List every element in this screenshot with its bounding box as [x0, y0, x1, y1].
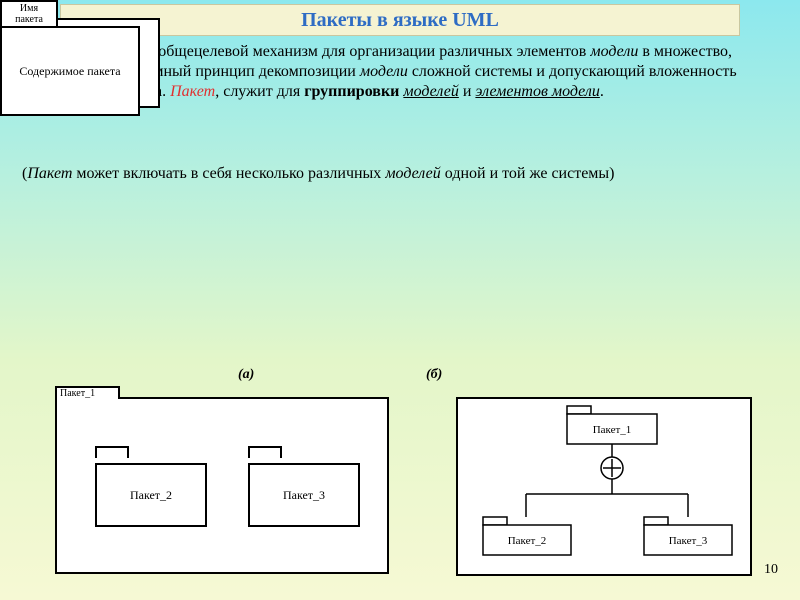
pkg-tab-label: Имяпакета	[15, 3, 43, 25]
tree-p2-label: Пакет_2	[508, 535, 547, 547]
txt: .	[600, 83, 604, 100]
tree-svg: Пакет_1 Пакет_2 Пакет_3	[456, 397, 748, 572]
txt: сложной системы и допускающий вложенност…	[408, 63, 737, 80]
caption-a: (а)	[238, 367, 254, 383]
elements-word: элементов модели	[475, 83, 599, 100]
nested-pkg-3: Пакет_3	[248, 445, 360, 527]
models-word: моделей	[403, 83, 458, 100]
page-number: 10	[764, 562, 778, 578]
pkg-tab-b: Имяпакета	[0, 0, 58, 28]
txt: , служит для	[215, 83, 304, 100]
nested-pkg-2: Пакет_2	[95, 445, 207, 527]
pkg-label: Пакет_3	[283, 488, 325, 503]
txt: общецелевой механизм для организации раз…	[158, 43, 590, 60]
pkg-body-label: Содержимое пакета	[19, 64, 120, 79]
note-paragraph: (Пакет может включать в себя несколько р…	[22, 164, 778, 184]
model-word: модели	[590, 43, 638, 60]
group-word: группировки	[304, 83, 399, 100]
tree-p1-label: Пакет_1	[593, 424, 632, 436]
slide-title: Пакеты в языке UML	[60, 4, 740, 36]
model-word: модели	[360, 63, 408, 80]
caption-b: (б)	[426, 367, 442, 383]
models-word: моделей	[385, 165, 440, 182]
txt: и	[459, 83, 476, 100]
tree-p3-label: Пакет_3	[669, 535, 708, 547]
txt: одной и той же системы)	[441, 165, 615, 182]
left-container-tab: Пакет_1	[55, 386, 120, 399]
txt: может включать в себя несколько различны…	[72, 165, 385, 182]
title-text: Пакеты в языке UML	[301, 9, 499, 32]
packet-word: Пакет	[27, 165, 72, 182]
pkg-body-b: Содержимое пакета	[0, 26, 140, 116]
packet-word: Пакет	[170, 83, 215, 100]
pkg-label: Пакет_2	[130, 488, 172, 503]
